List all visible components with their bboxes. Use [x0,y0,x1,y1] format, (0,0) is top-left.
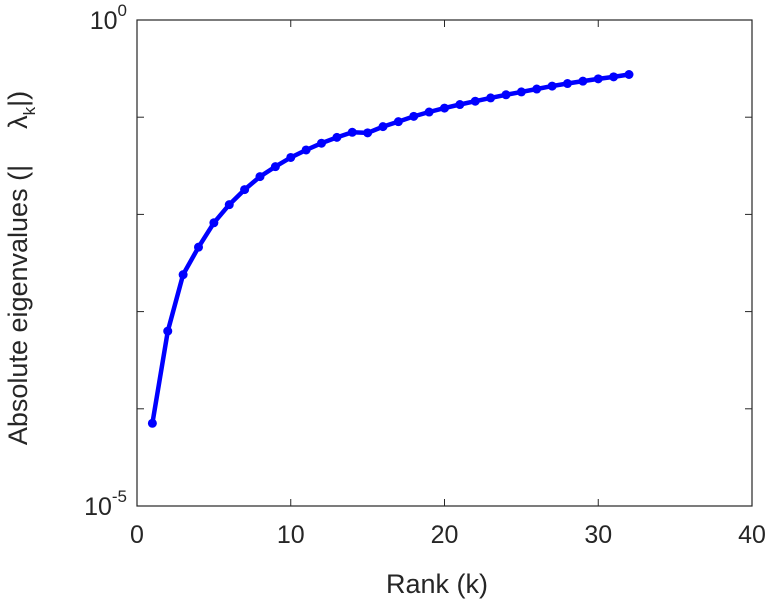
data-point [563,79,572,89]
x-tick-label: 10 [277,521,305,549]
data-point [424,107,434,117]
data-point [147,418,157,428]
data-point [547,81,557,91]
data-point [332,132,342,142]
y-tick-label-base: 10 [90,7,118,35]
data-point [486,93,496,103]
data-point [378,122,388,132]
data-point [286,152,296,162]
x-tick-label: 40 [738,521,766,549]
data-point [593,74,603,84]
data-point [194,242,203,252]
data-point [255,172,265,182]
data-point [578,76,588,86]
data-point [317,138,326,148]
series-line [150,72,632,426]
y-axis-label-lambda: λ [3,115,33,129]
y-tick-label-exponent: -5 [112,487,127,506]
y-axis-label-close: |) [3,91,33,107]
data-point [178,270,188,280]
y-tick-label: 10-5 [84,487,127,521]
y-tick-label-base: 10 [84,493,112,521]
y-tick-label-exponent: 0 [118,1,127,20]
data-point [209,218,219,228]
plot-area-box [136,19,753,507]
data-point [301,145,311,155]
x-tick-label: 0 [130,521,144,549]
y-axis-label: Absolute eigenvalues (| λk|) [3,91,39,445]
data-point [516,87,526,97]
y-tick-label: 100 [90,1,127,35]
x-tick-label: 20 [431,521,459,549]
data-point [624,69,634,79]
y-axis-label-text: Absolute eigenvalues (| [3,165,33,445]
data-point [470,96,480,106]
data-point [224,200,234,210]
y-axis-label-subscript: k [20,106,39,115]
data-point [440,103,449,113]
data-point [409,111,419,121]
data-point [347,127,357,137]
x-axis-label: Rank (k) [386,569,488,599]
x-tick-label: 30 [584,521,612,549]
data-point [455,100,465,110]
data-point [363,128,373,138]
axis-ticks [136,19,753,507]
series-layer [147,69,634,428]
data-point [163,326,173,336]
data-point [240,185,250,195]
data-point [270,162,280,172]
data-point [532,84,542,94]
data-point [609,72,619,82]
data-point [393,117,403,127]
data-point [501,90,511,100]
